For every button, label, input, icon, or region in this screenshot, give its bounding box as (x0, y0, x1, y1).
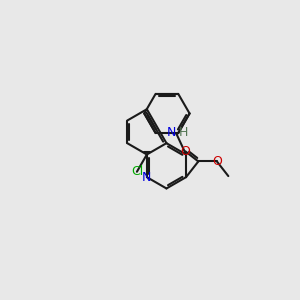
Text: O: O (212, 155, 222, 168)
Text: N: N (142, 171, 152, 184)
Text: Cl: Cl (131, 165, 143, 178)
Text: H: H (178, 126, 188, 139)
Text: O: O (181, 145, 190, 158)
Text: N: N (167, 126, 177, 139)
